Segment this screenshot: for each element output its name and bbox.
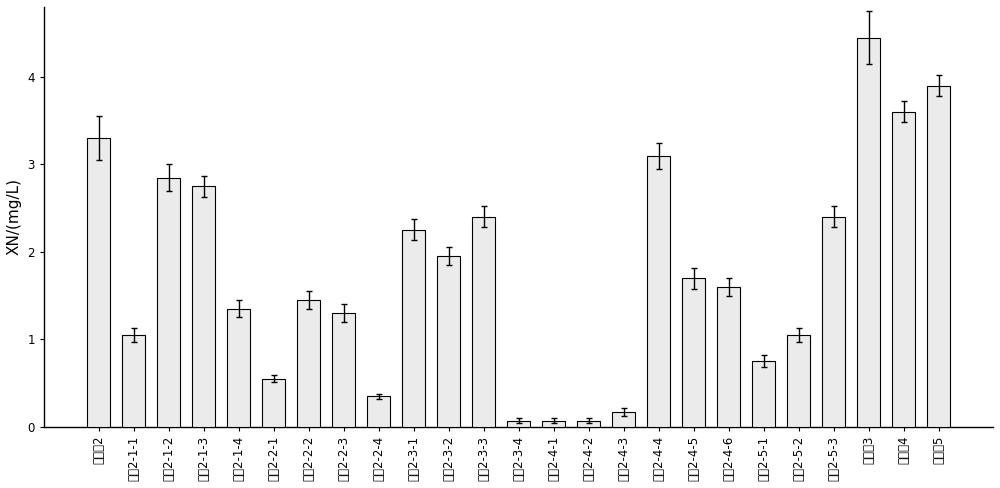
- Bar: [857, 38, 880, 427]
- Bar: [647, 156, 670, 427]
- Bar: [787, 335, 810, 427]
- Bar: [752, 361, 775, 427]
- Bar: [367, 396, 390, 427]
- Bar: [507, 421, 530, 427]
- Bar: [402, 230, 425, 427]
- Bar: [157, 178, 180, 427]
- Bar: [717, 287, 740, 427]
- Bar: [262, 379, 285, 427]
- Bar: [927, 86, 950, 427]
- Bar: [822, 217, 845, 427]
- Bar: [297, 300, 320, 427]
- Y-axis label: XN/(mg/L): XN/(mg/L): [7, 178, 22, 255]
- Bar: [472, 217, 495, 427]
- Bar: [682, 278, 705, 427]
- Bar: [332, 313, 355, 427]
- Bar: [87, 138, 110, 427]
- Bar: [227, 309, 250, 427]
- Bar: [122, 335, 145, 427]
- Bar: [192, 186, 215, 427]
- Bar: [577, 421, 600, 427]
- Bar: [892, 112, 915, 427]
- Bar: [437, 256, 460, 427]
- Bar: [612, 412, 635, 427]
- Bar: [542, 421, 565, 427]
